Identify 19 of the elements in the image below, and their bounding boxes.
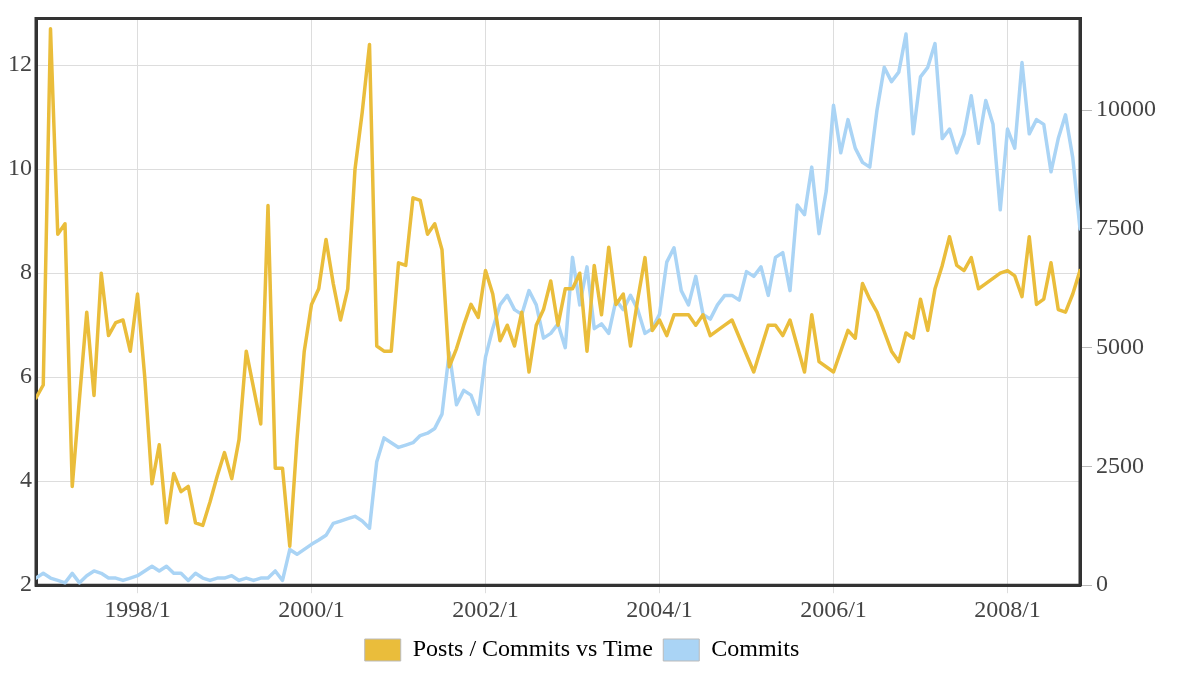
y2-tick-label: 5000 (1096, 332, 1144, 359)
y-tick-label: 8 (20, 258, 32, 285)
y2-tick-label: 10000 (1096, 95, 1156, 122)
y-tick-label: 2 (20, 570, 32, 597)
legend-label: Posts / Commits vs Time (412, 635, 653, 662)
x-tick-label: 2004/1 (626, 595, 693, 622)
y2-tick-label: 7500 (1096, 214, 1144, 241)
legend-label: Commits (711, 635, 800, 662)
x-tick-label: 2002/1 (452, 595, 519, 622)
y-tick-label: 10 (8, 154, 32, 181)
y-tick-label: 4 (20, 466, 32, 493)
x-tick-label: 2006/1 (800, 595, 867, 622)
y-tick-label: 12 (8, 50, 32, 77)
x-tick-label: 2008/1 (974, 595, 1041, 622)
y-tick-label: 6 (20, 362, 32, 389)
x-tick-label: 2000/1 (278, 595, 345, 622)
y2-tick-label: 0 (1096, 570, 1108, 597)
x-tick-label: 1998/1 (104, 595, 171, 622)
y2-tick-label: 2500 (1096, 451, 1144, 478)
